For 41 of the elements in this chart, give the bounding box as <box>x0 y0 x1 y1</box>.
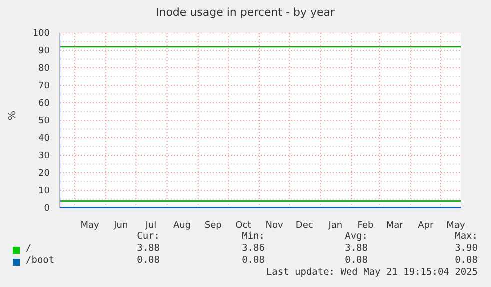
y-tick-label: 30 <box>38 152 50 162</box>
x-tick-label: Aug <box>174 221 192 231</box>
x-tick-label: May <box>446 221 466 231</box>
y-tick-label: 60 <box>38 99 50 109</box>
x-tick-label: Dec <box>296 221 314 231</box>
text: 3.88 <box>345 243 368 254</box>
legend-label: /boot <box>26 255 55 266</box>
text: Cur: <box>137 231 160 242</box>
x-tick-label: Oct <box>236 221 252 231</box>
x-tick-label: Sep <box>204 221 222 231</box>
y-tick-label: 70 <box>38 82 50 92</box>
text: Avg: <box>345 231 368 242</box>
text: 0.08 <box>137 255 160 266</box>
y-tick-label: 80 <box>38 64 50 74</box>
x-tick-label: Mar <box>386 221 404 231</box>
x-tick-label: May <box>80 221 100 231</box>
x-tick-label: Feb <box>358 221 374 231</box>
text: 0.08 <box>345 255 368 266</box>
text: 0.08 <box>455 255 478 266</box>
text: 3.90 <box>455 243 478 254</box>
y-tick-label: 90 <box>38 46 50 56</box>
x-tick-label: Apr <box>418 221 434 231</box>
y-tick-label: 0 <box>44 204 50 214</box>
y-axis-title: % <box>8 110 19 120</box>
text: 3.88 <box>137 243 160 254</box>
chart-title: Inode usage in percent - by year <box>154 6 336 19</box>
x-tick-label: Nov <box>266 221 284 231</box>
y-tick-label: 10 <box>38 186 50 196</box>
y-tick-label: 40 <box>38 134 50 144</box>
text: 3.86 <box>242 243 265 254</box>
x-tick-label: Jun <box>113 221 128 231</box>
x-tick-label: Jan <box>328 221 343 231</box>
text: 0.08 <box>242 255 265 266</box>
y-tick-label: 50 <box>38 116 50 126</box>
text: Last update: Wed May 21 19:15:04 2025 <box>266 267 478 278</box>
legend-label: / <box>26 243 32 254</box>
y-tick-label: 100 <box>32 29 50 39</box>
x-tick-label: Jul <box>144 221 157 231</box>
text: Min: <box>242 231 265 242</box>
y-tick-label: 20 <box>38 169 50 179</box>
text: Max: <box>455 231 478 242</box>
